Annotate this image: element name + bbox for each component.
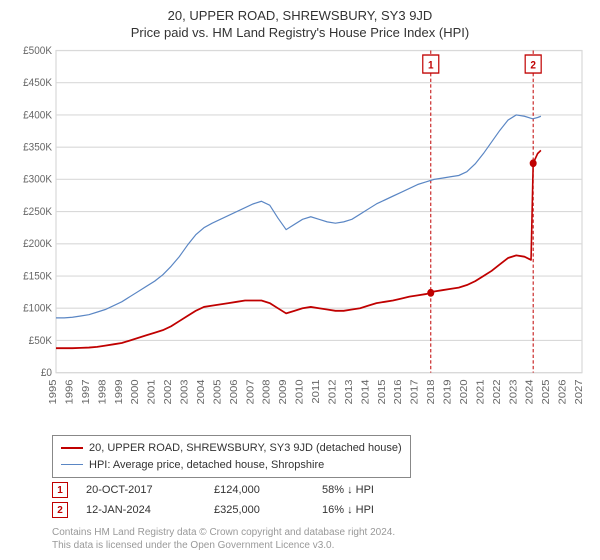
- legend-item: 20, UPPER ROAD, SHREWSBURY, SY3 9JD (det…: [61, 440, 402, 457]
- chart-plot-area: £0 £50K £100K £150K £200K £250K £300K £350K £400…: [12, 46, 588, 429]
- svg-text:2025: 2025: [541, 379, 552, 404]
- footnote-delta: 58% ↓ HPI: [322, 484, 432, 496]
- svg-text:£300K: £300K: [23, 173, 52, 186]
- svg-text:2004: 2004: [195, 379, 206, 404]
- svg-text:2016: 2016: [393, 379, 404, 404]
- disclaimer-text: Contains HM Land Registry data © Crown c…: [52, 526, 588, 552]
- svg-text:1995: 1995: [48, 379, 59, 404]
- legend-item: HPI: Average price, detached house, Shro…: [61, 457, 402, 474]
- footnote-row: 1 20-OCT-2017 £124,000 58% ↓ HPI: [52, 482, 588, 498]
- svg-text:2005: 2005: [212, 379, 223, 404]
- legend-label: HPI: Average price, detached house, Shro…: [89, 457, 324, 474]
- svg-text:£200K: £200K: [23, 238, 52, 251]
- svg-text:£150K: £150K: [23, 270, 52, 283]
- svg-text:2006: 2006: [228, 379, 239, 404]
- chart-subtitle: Price paid vs. HM Land Registry's House …: [12, 25, 588, 40]
- svg-text:2003: 2003: [179, 379, 190, 404]
- footnote-price: £124,000: [214, 484, 304, 496]
- svg-text:2022: 2022: [491, 379, 502, 404]
- footnote-delta: 16% ↓ HPI: [322, 504, 432, 516]
- svg-text:2017: 2017: [409, 379, 420, 404]
- svg-text:2000: 2000: [130, 379, 141, 404]
- sale-footnotes: 1 20-OCT-2017 £124,000 58% ↓ HPI 2 12-JAN-202…: [52, 482, 588, 522]
- svg-text:2013: 2013: [343, 379, 354, 404]
- svg-text:1996: 1996: [64, 379, 75, 404]
- footnote-marker: 1: [52, 482, 68, 498]
- svg-text:2014: 2014: [360, 379, 371, 404]
- svg-text:2018: 2018: [426, 379, 437, 404]
- svg-text:2026: 2026: [557, 379, 568, 404]
- footnote-marker: 2: [52, 502, 68, 518]
- svg-text:£100K: £100K: [23, 302, 52, 315]
- svg-text:2002: 2002: [163, 379, 174, 404]
- svg-text:2010: 2010: [294, 379, 305, 404]
- line-chart-svg: £0 £50K £100K £150K £200K £250K £300K £350K £400…: [12, 46, 588, 429]
- svg-text:£500K: £500K: [23, 46, 52, 57]
- legend-swatch: [61, 447, 83, 449]
- svg-text:£400K: £400K: [23, 109, 52, 122]
- svg-text:2023: 2023: [508, 379, 519, 404]
- disclaimer-line: Contains HM Land Registry data © Crown c…: [52, 526, 588, 539]
- svg-text:2021: 2021: [475, 379, 486, 404]
- svg-text:2027: 2027: [574, 379, 585, 404]
- svg-text:2011: 2011: [311, 379, 322, 403]
- svg-text:£0: £0: [41, 367, 52, 380]
- footnote-row: 2 12-JAN-2024 £325,000 16% ↓ HPI: [52, 502, 588, 518]
- footnote-date: 20-OCT-2017: [86, 484, 196, 496]
- svg-text:2001: 2001: [146, 379, 157, 404]
- svg-text:1998: 1998: [97, 379, 108, 404]
- svg-text:1999: 1999: [113, 379, 124, 404]
- legend-label: 20, UPPER ROAD, SHREWSBURY, SY3 9JD (det…: [89, 440, 402, 457]
- footnote-price: £325,000: [214, 504, 304, 516]
- legend-box: 20, UPPER ROAD, SHREWSBURY, SY3 9JD (det…: [52, 435, 411, 478]
- svg-text:2015: 2015: [376, 379, 387, 404]
- svg-text:£50K: £50K: [29, 334, 52, 347]
- footnote-date: 12-JAN-2024: [86, 504, 196, 516]
- svg-text:1: 1: [428, 59, 434, 72]
- chart-container: 20, UPPER ROAD, SHREWSBURY, SY3 9JD Pric…: [0, 0, 600, 560]
- svg-text:£450K: £450K: [23, 77, 52, 90]
- svg-text:2020: 2020: [458, 379, 469, 404]
- svg-text:2008: 2008: [261, 379, 272, 404]
- svg-text:2: 2: [530, 59, 536, 72]
- svg-text:2019: 2019: [442, 379, 453, 404]
- svg-text:2007: 2007: [245, 379, 256, 404]
- svg-text:2009: 2009: [278, 379, 289, 404]
- svg-text:£250K: £250K: [23, 205, 52, 218]
- svg-text:2024: 2024: [524, 379, 535, 404]
- legend-swatch: [61, 464, 83, 465]
- disclaimer-line: This data is licensed under the Open Gov…: [52, 539, 588, 552]
- svg-text:£350K: £350K: [23, 141, 52, 154]
- chart-titles: 20, UPPER ROAD, SHREWSBURY, SY3 9JD Pric…: [12, 8, 588, 40]
- svg-text:2012: 2012: [327, 379, 338, 404]
- svg-text:1997: 1997: [80, 379, 91, 404]
- chart-title: 20, UPPER ROAD, SHREWSBURY, SY3 9JD: [12, 8, 588, 23]
